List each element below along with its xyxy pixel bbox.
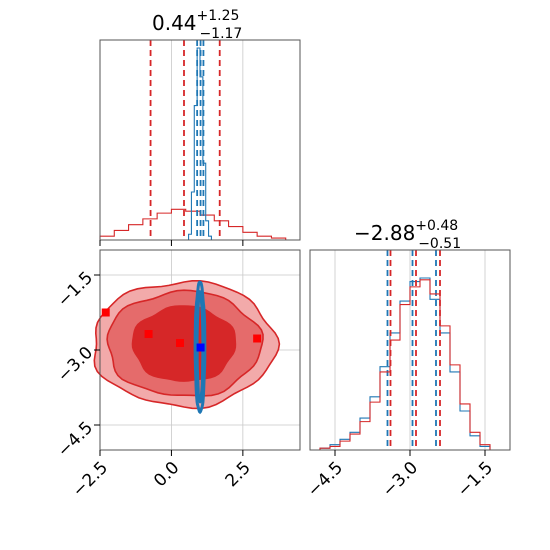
joint-tick-label-y: −1.5 [54, 268, 97, 311]
right-histogram-1 [319, 279, 491, 450]
joint-tick-label-x: 2.5 [222, 458, 255, 491]
red-marker [176, 339, 184, 347]
right-tick-label-x: −4.5 [304, 458, 347, 501]
top-panel-frame [99, 39, 301, 241]
joint-tick-label-y: −4.5 [54, 418, 97, 461]
blue-contour-0 [193, 280, 207, 415]
red-marker [253, 334, 262, 343]
right-tick-label-x: −1.5 [454, 458, 497, 501]
blue-marker [196, 343, 205, 352]
top-marginal-panel: 0.44+1.25 −1.17 [99, 8, 301, 246]
red-marker [144, 330, 153, 338]
joint-panel: −2.5 0.0 2.5 −1.5 −3.0 −4.5 [54, 249, 301, 501]
right-histogram-0 [319, 277, 491, 450]
top-title-plus: +1.25 [197, 8, 240, 24]
right-title-minus: −0.51 [418, 236, 461, 252]
right-tick-label-x: −3.0 [379, 458, 422, 501]
top-title: 0.44+1.25 −1.17 [152, 8, 242, 42]
joint-tick-label-x: −2.5 [69, 458, 112, 501]
red-marker [101, 308, 110, 317]
right-marginal-panel: −4.5 −3.0 −1.5 −2.88+0.48 −0.51 [304, 218, 511, 501]
right-title-plus: +0.48 [415, 218, 458, 234]
joint-tick-label-x: 0.0 [150, 458, 183, 491]
top-title-value: 0.44 [152, 11, 197, 35]
top-title-minus: −1.17 [199, 26, 242, 42]
right-title: −2.88+0.48 −0.51 [354, 218, 461, 252]
joint-tick-label-y: −3.0 [54, 343, 97, 386]
right-title-value: −2.88 [354, 221, 415, 245]
